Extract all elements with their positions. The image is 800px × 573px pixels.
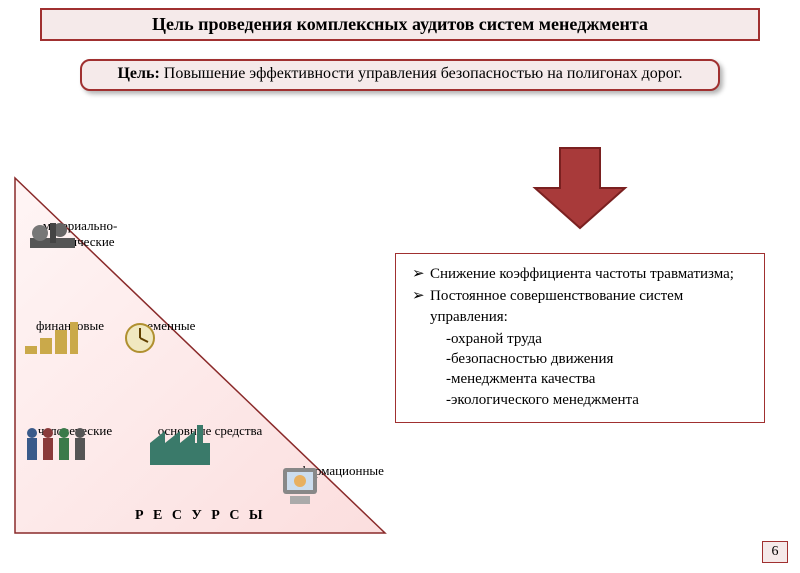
bullet-item: Постоянное совершенствование систем упра… bbox=[412, 286, 752, 327]
coins-icon bbox=[20, 318, 80, 358]
factory-icon bbox=[145, 423, 215, 468]
bullet-subitem: -охраной труда bbox=[412, 329, 752, 349]
people-icon bbox=[20, 423, 95, 468]
resources-title: Р Е С У Р С Ы bbox=[135, 508, 266, 524]
clock-icon bbox=[120, 318, 160, 358]
resources-triangle: материально- технические финансовые врем… bbox=[10, 173, 390, 543]
resource-material: материально- технические bbox=[25, 218, 135, 250]
tools-icon bbox=[25, 218, 80, 253]
goal-text: Повышение эффективности управления безоп… bbox=[160, 65, 683, 82]
goal-label: Цель: bbox=[117, 65, 159, 82]
down-arrow-icon bbox=[530, 143, 630, 233]
bullet-subitem: -экологического менеджмента bbox=[412, 390, 752, 410]
bullet-subitem: -безопасностью движения bbox=[412, 349, 752, 369]
computer-icon bbox=[275, 463, 325, 508]
bullet-item: Снижение коэффициента частоты травматизм… bbox=[412, 264, 752, 284]
resource-info: информационные bbox=[275, 463, 395, 479]
outcomes-box: Снижение коэффициента частоты травматизм… bbox=[395, 253, 765, 423]
page-title: Цель проведения комплексных аудитов сист… bbox=[40, 8, 760, 41]
goal-box: Цель: Повышение эффективности управления… bbox=[80, 59, 720, 91]
bullet-subitem: -менеджмента качества bbox=[412, 369, 752, 389]
resource-financial: финансовые bbox=[20, 318, 120, 334]
resource-human: человеческие bbox=[20, 423, 130, 439]
resource-assets: основные средства bbox=[145, 423, 275, 439]
page-number: 6 bbox=[762, 541, 788, 563]
resource-time: временные bbox=[120, 318, 210, 334]
